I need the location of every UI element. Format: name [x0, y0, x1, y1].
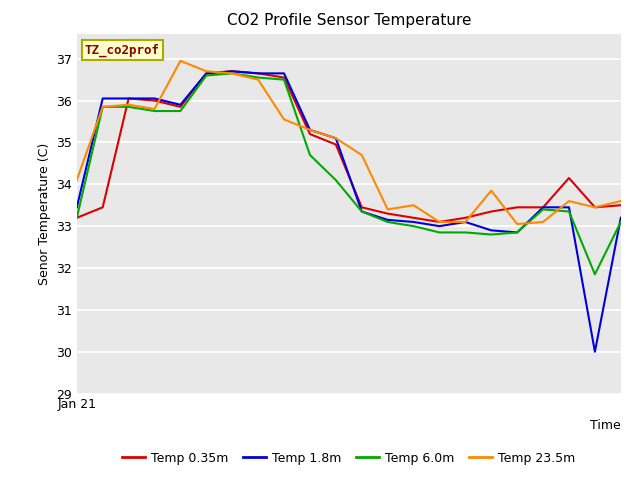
- Y-axis label: Senor Temperature (C): Senor Temperature (C): [38, 143, 51, 285]
- Text: TZ_co2prof: TZ_co2prof: [85, 43, 160, 57]
- Legend: Temp 0.35m, Temp 1.8m, Temp 6.0m, Temp 23.5m: Temp 0.35m, Temp 1.8m, Temp 6.0m, Temp 2…: [117, 447, 580, 469]
- Title: CO2 Profile Sensor Temperature: CO2 Profile Sensor Temperature: [227, 13, 471, 28]
- Text: Time: Time: [590, 419, 621, 432]
